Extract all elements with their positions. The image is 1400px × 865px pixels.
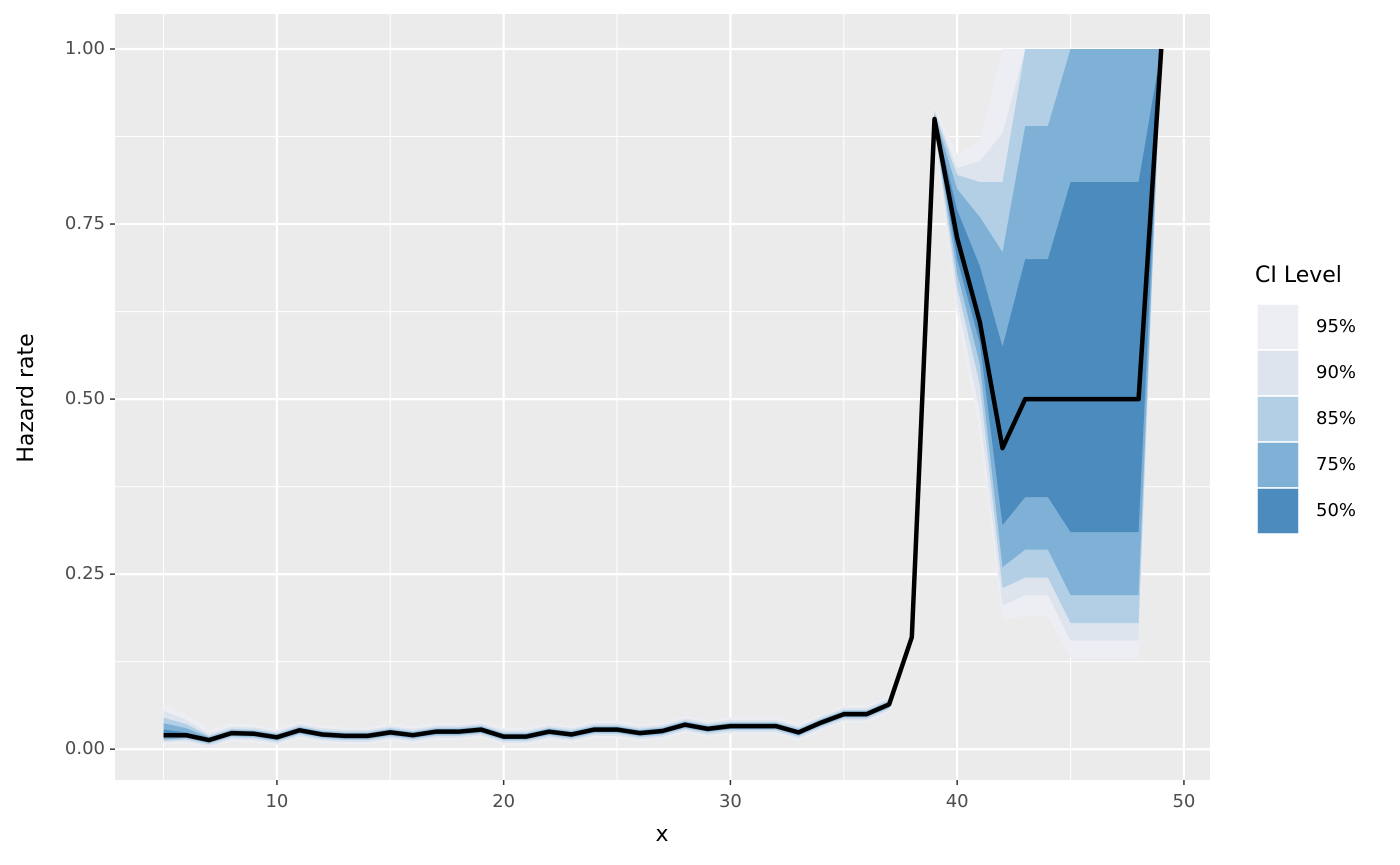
legend-label: 50%: [1316, 500, 1356, 521]
y-tick-label: 0.50: [65, 388, 105, 409]
y-axis-title: Hazard rate: [14, 333, 39, 462]
x-tick-label: 40: [946, 791, 969, 812]
hazard-line: [163, 48, 1164, 743]
y-tick-label: 0.00: [65, 738, 105, 759]
ci-band: [163, 49, 1162, 743]
y-tick-label: 0.25: [65, 563, 105, 584]
legend-key: [1256, 303, 1300, 351]
legend-label: 75%: [1316, 454, 1356, 475]
x-tick-label: 10: [265, 791, 288, 812]
legend-key: [1256, 395, 1300, 443]
x-tick-label: 50: [1172, 791, 1195, 812]
legend-label: 90%: [1316, 362, 1356, 383]
legend-title: CI Level: [1255, 263, 1342, 288]
legend-label: 85%: [1316, 408, 1356, 429]
legend-key: [1256, 487, 1300, 535]
legend-key: [1256, 441, 1300, 489]
x-axis-title: x: [655, 822, 668, 847]
x-tick-label: 30: [719, 791, 742, 812]
x-tick-label: 20: [492, 791, 515, 812]
y-tick-label: 1.00: [65, 38, 105, 59]
legend-key: [1256, 349, 1300, 397]
y-tick-label: 0.75: [65, 213, 105, 234]
legend-label: 95%: [1316, 316, 1356, 337]
